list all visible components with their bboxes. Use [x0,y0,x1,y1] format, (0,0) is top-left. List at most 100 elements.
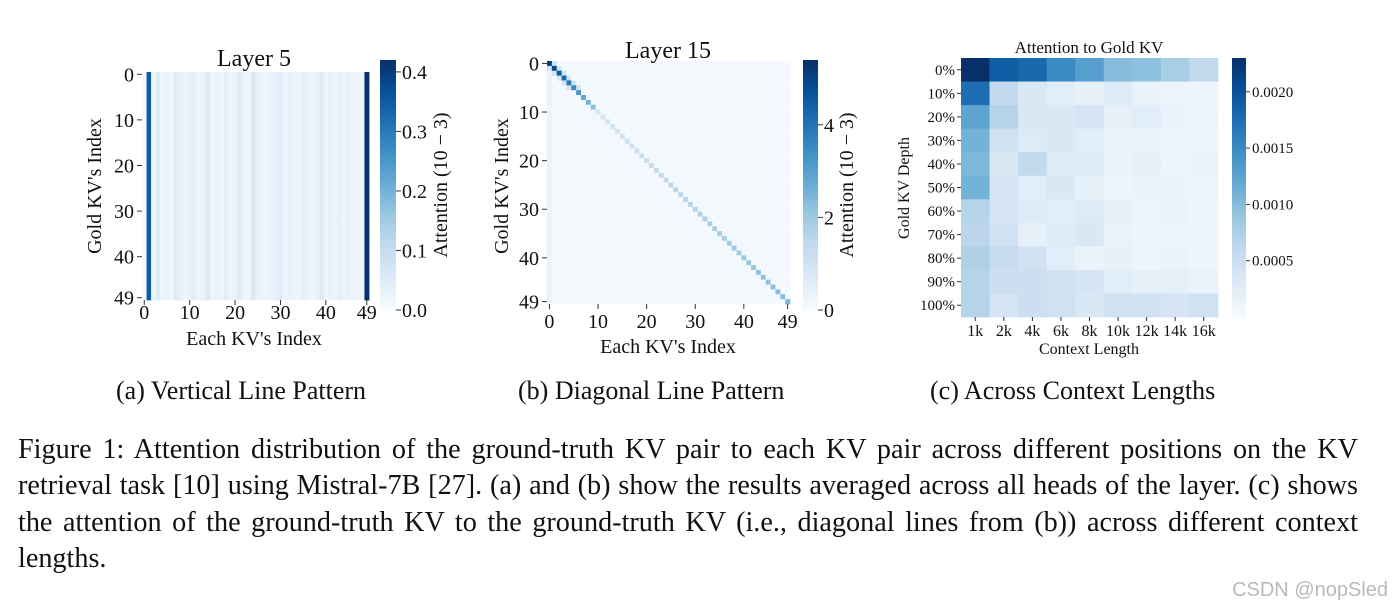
heatmap-cell [305,131,311,137]
heatmap-cell [605,90,611,96]
heatmap-cell [683,70,689,76]
heatmap-cell [605,221,611,227]
heatmap-cell [160,94,166,100]
heatmap-cell [687,138,694,145]
heatmap-cell [237,249,243,255]
heatmap-cell [278,208,284,214]
heatmap-cell [232,158,238,164]
heatmap-cell [726,114,733,120]
heatmap-cell [634,216,640,222]
heatmap-cell [736,143,742,149]
heatmap-cell [187,295,193,301]
heatmap-cell [178,103,184,109]
heatmap-cell [228,204,234,210]
heatmap-cell [547,95,553,101]
heatmap-cell [341,103,347,109]
heatmap-cell [658,284,665,290]
heatmap-cell [146,245,152,251]
heatmap-cell [241,222,247,228]
heatmap-cell [780,187,786,193]
heatmap-cell [355,227,361,232]
heatmap-cell [232,149,238,155]
heatmap-cell [169,90,175,96]
heatmap-cell [712,265,718,271]
heatmap-cell [717,80,723,86]
heatmap-cell [309,254,315,260]
heatmap-cell [291,208,297,214]
heatmap-cell [359,144,365,150]
heatmap-cell [328,204,334,210]
heatmap-cell [182,240,188,246]
heatmap-cell [678,211,684,217]
heatmap-cell [561,90,567,96]
heatmap-cell [576,289,582,295]
heatmap-cell [571,221,577,227]
heatmap-cell [169,190,175,196]
heatmap-cell [182,176,188,182]
heatmap-cell [178,76,184,82]
heatmap-cell [364,131,370,137]
heatmap-cell [678,158,684,164]
heatmap-cell [210,108,216,114]
heatmap-cell [341,76,347,82]
heatmap-cell [765,114,771,120]
heatmap-cell [785,279,791,285]
heatmap-cell [305,94,311,100]
heatmap-cell [264,72,270,77]
heatmap-cell [178,90,184,96]
heatmap-cell [151,144,157,150]
heatmap-cell [241,113,247,118]
heatmap-cell [178,277,184,283]
heatmap-cell [702,187,708,193]
heatmap-cell [595,119,601,125]
heatmap-cell [346,158,352,164]
heatmap-cell [151,131,157,137]
heatmap-cell [590,70,596,76]
heatmap-cell [355,135,361,141]
heatmap-cell [736,182,742,188]
panel-a-colorbar-segment [380,93,396,99]
heatmap-cell [264,131,270,137]
heatmap-cell [687,172,694,179]
heatmap-cell [770,197,776,203]
heatmap-cell [634,284,640,290]
heatmap-cell [264,208,270,214]
heatmap-cell [556,90,562,96]
heatmap-cell [644,260,650,266]
heatmap-cell [556,99,562,106]
heatmap-cell [328,113,334,118]
heatmap-cell [246,108,252,114]
heatmap-cell [282,144,288,150]
heatmap-cell [678,192,684,198]
heatmap-cell [164,249,170,255]
heatmap-cell [668,148,674,154]
heatmap-cell [571,177,577,183]
heatmap-cell [721,124,728,130]
heatmap-cell [653,250,660,256]
heatmap-cell [264,272,270,278]
heatmap-cell [250,167,256,173]
heatmap-cell [255,176,261,182]
heatmap-cell [300,113,306,118]
heatmap-cell [196,281,202,287]
heatmap-cell [269,186,275,191]
heatmap-cell [581,235,587,242]
heatmap-cell [634,226,640,232]
heatmap-cell [687,119,694,125]
heatmap-cell [600,269,606,276]
heatmap-cell [658,129,665,135]
heatmap-cell [780,119,786,125]
heatmap-cell [269,286,275,292]
heatmap-cell [605,226,611,232]
heatmap-cell [305,199,311,205]
heatmap-cell [196,208,202,214]
heatmap-cell [770,206,776,213]
heatmap-cell [205,154,211,160]
panel-a-colorbar-segment [380,114,396,119]
heatmap-cell [173,254,179,260]
heatmap-cell [337,94,343,100]
heatmap-cell [639,255,645,261]
heatmap-cell [658,182,665,188]
heatmap-cell [300,154,306,160]
heatmap-cell [350,217,356,223]
